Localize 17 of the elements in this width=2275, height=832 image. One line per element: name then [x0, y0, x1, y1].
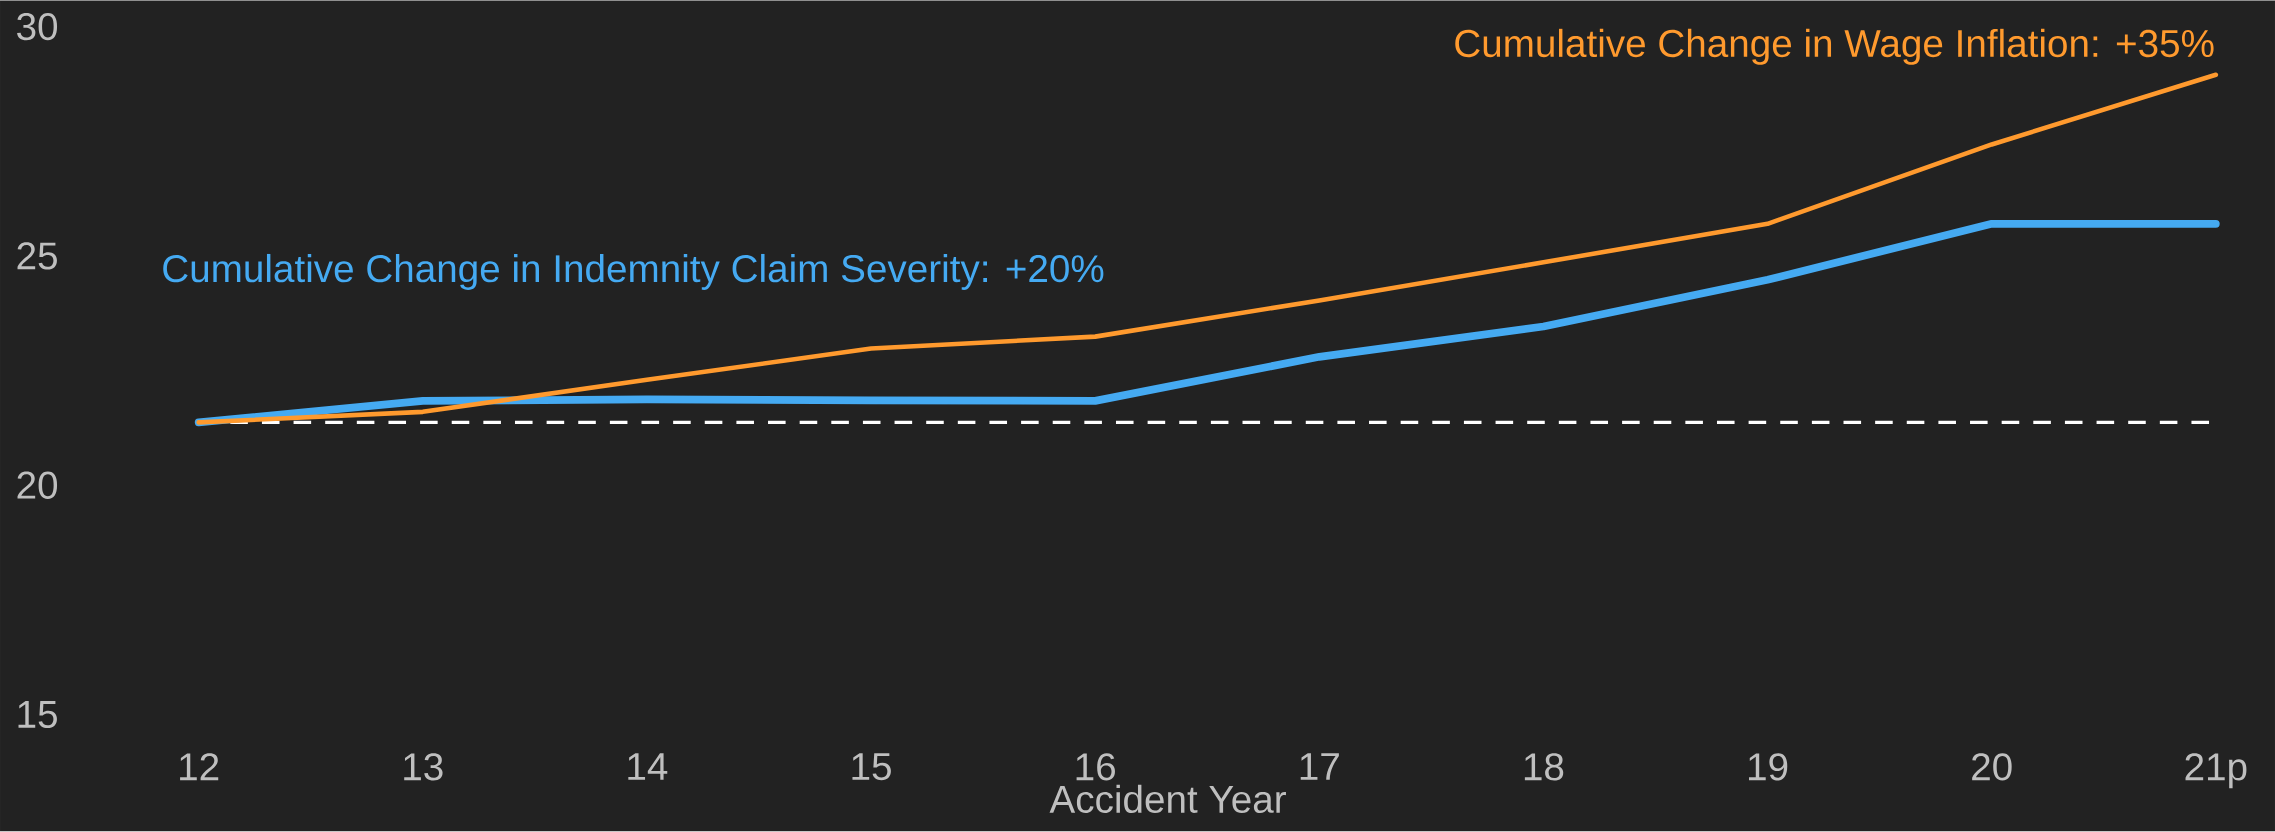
y-tick-label: 15 — [18, 701, 57, 729]
x-tick-label: 20 — [1972, 753, 2012, 781]
x-tick-label: 18 — [1524, 753, 1564, 781]
x-tick-label: 12 — [180, 753, 219, 781]
y-tick-label: 30 — [17, 13, 58, 41]
y-tick-label: 20 — [17, 471, 58, 500]
series-label: Cumulative Change in Wage Inflation: +35% — [1455, 29, 2214, 66]
x-axis-title: Accident Year — [1049, 784, 1286, 814]
x-tick-label: 16 — [1076, 753, 1115, 781]
x-tick-label: 14 — [628, 753, 668, 780]
x-tick-label: 21p — [2185, 753, 2247, 789]
x-tick-label: 17 — [1300, 753, 1339, 780]
x-tick-label: 13 — [404, 753, 443, 781]
text: Cumulative Change in Indemnity Claim Severity: +20% — [163, 254, 1104, 291]
x-tick-label: 15 — [852, 753, 891, 781]
y-tick-label: 25 — [17, 242, 57, 270]
x-tick-label: 19 — [1749, 753, 1788, 781]
